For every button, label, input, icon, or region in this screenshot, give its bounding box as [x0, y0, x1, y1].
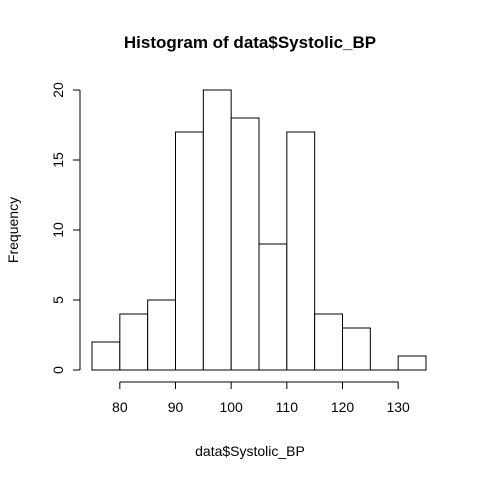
y-tick-label: 15: [50, 152, 66, 168]
bars-group: [91, 89, 427, 371]
chart-title: Histogram of data$Systolic_BP: [124, 33, 376, 52]
x-tick-label: 130: [386, 399, 410, 415]
x-tick-label: 100: [219, 399, 243, 415]
histogram-bar: [314, 313, 343, 371]
histogram-bar: [202, 89, 232, 371]
x-tick-label: 90: [168, 399, 184, 415]
y-tick-label: 20: [50, 82, 66, 98]
x-tick-label: 110: [276, 399, 299, 415]
histogram-bar: [91, 341, 121, 371]
histogram-bar: [258, 243, 288, 371]
x-tick-label: 80: [112, 399, 128, 415]
histogram-bar: [175, 131, 204, 371]
y-tick-label: 10: [50, 222, 66, 238]
histogram-bar: [230, 117, 260, 371]
x-axis: 80 90 100 110 120 130: [112, 381, 410, 415]
histogram-bar: [119, 313, 149, 371]
y-tick-label: 5: [50, 296, 66, 304]
histogram-bar: [286, 131, 316, 371]
y-tick-label: 0: [50, 366, 66, 374]
x-tick-label: 120: [331, 399, 355, 415]
histogram-bar: [342, 327, 371, 371]
y-axis: 0 5 10 15 20: [50, 82, 81, 374]
x-axis-label: data$Systolic_BP: [195, 443, 305, 459]
y-axis-label: Frequency: [5, 197, 21, 263]
histogram-bar: [397, 355, 427, 371]
histogram-bar: [147, 299, 177, 371]
